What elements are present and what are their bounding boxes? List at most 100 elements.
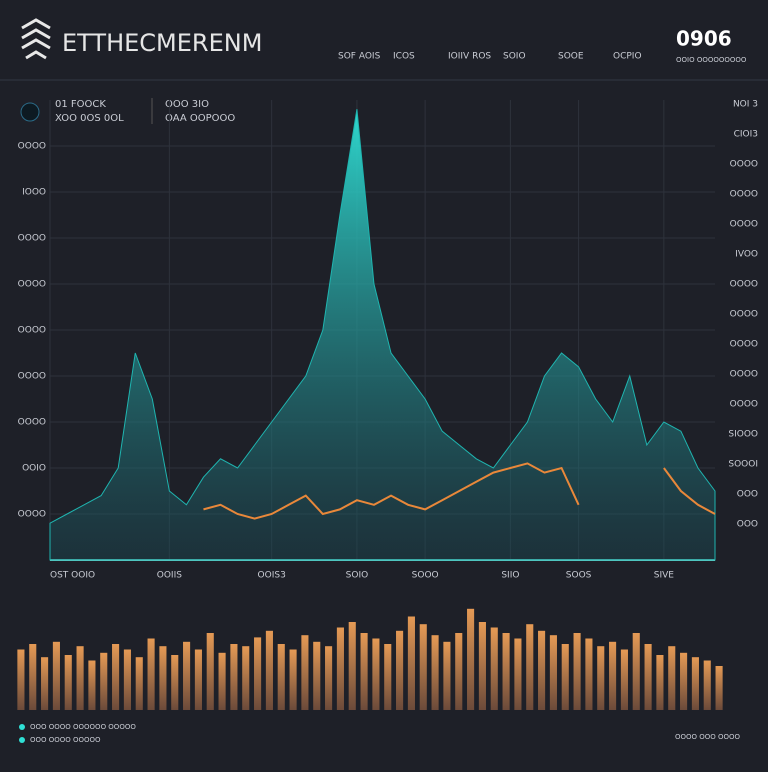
- bar: [372, 638, 380, 710]
- y-tick-label: OOOO: [18, 142, 46, 152]
- bar: [632, 633, 640, 710]
- y-tick-label: IOOO: [22, 188, 46, 198]
- bar: [277, 644, 285, 710]
- bar: [585, 638, 593, 710]
- bar: [230, 644, 238, 710]
- y-tick-label: OOOO: [18, 234, 46, 244]
- coin-icon: [20, 102, 40, 122]
- bar: [609, 641, 617, 710]
- side-panel: NOI 3CIOI3OOOOOOOOOOOOIVOOOOOOOOOOOOOOOO…: [728, 100, 758, 530]
- bar: [76, 646, 84, 710]
- area: [49, 109, 716, 561]
- x-tick-label: SOOS: [566, 571, 592, 581]
- y-tick-label: OOOO: [18, 510, 46, 520]
- title: ETTHECMERENM: [62, 29, 262, 57]
- bar: [656, 655, 664, 710]
- bar: [396, 630, 404, 710]
- x-tick-label: SOOO: [412, 571, 439, 581]
- bar: [112, 644, 120, 710]
- side-label: SOOOI: [728, 460, 758, 470]
- bar: [360, 633, 368, 710]
- ticker-text: OAA OOPOOO: [165, 113, 235, 124]
- bar: [407, 616, 415, 710]
- nav-item: IOIIV ROS: [448, 52, 491, 62]
- bar: [384, 644, 392, 710]
- bar: [123, 649, 131, 710]
- price-chart: OOOO OOIO OOOO OOOO OOOO OOOO OOOO IOOO OOOO OST …: [18, 100, 716, 581]
- bar: [443, 641, 451, 710]
- legend-text: OOO OOOO OOOOO: [30, 736, 101, 744]
- y-tick-label: OOOO: [18, 372, 46, 382]
- bar: [218, 652, 226, 710]
- logo: [21, 18, 51, 60]
- badge: 0906: [676, 27, 732, 51]
- line: [203, 462, 716, 520]
- ticker-text: OOO 3IO: [165, 99, 209, 110]
- bar: [265, 630, 273, 710]
- nav: SOF AOIS ICOS IOIIV ROS SOIO SOOE OCPIO: [338, 52, 642, 62]
- bar: [703, 660, 711, 710]
- x-tick-label: SOIO: [346, 571, 369, 581]
- side-label: NOI 3: [733, 100, 758, 110]
- y-tick-label: OOIO: [22, 464, 46, 474]
- nav-item: ICOS: [393, 52, 415, 62]
- side-label: OOOO: [730, 310, 758, 320]
- bar: [325, 646, 333, 710]
- volume-chart: [17, 608, 723, 710]
- side-label: OOOO: [730, 160, 758, 170]
- bar: [64, 655, 72, 710]
- bar: [490, 627, 498, 710]
- bar: [171, 655, 179, 710]
- bar: [100, 652, 108, 710]
- bar: [242, 646, 250, 710]
- nav-item: OCPIO: [613, 52, 642, 62]
- footer-text: OOOO OOO OOOO: [675, 733, 741, 741]
- bar: [419, 624, 427, 710]
- bar: [467, 608, 475, 710]
- side-label: OOO: [737, 490, 758, 500]
- bar: [183, 641, 191, 710]
- legend-text: OOO OOOO OOOOOO OOOOO: [30, 723, 136, 731]
- badge-sub: OOIO OOOOOOOOO: [676, 56, 747, 64]
- bar: [159, 646, 167, 710]
- side-label: OOOO: [730, 280, 758, 290]
- x-tick-label: SIVE: [654, 571, 675, 581]
- side-label: OOO: [737, 520, 758, 530]
- bar: [561, 644, 569, 710]
- bar: [502, 633, 510, 710]
- x-tick-label: OST OOIO: [50, 571, 95, 581]
- nav-item: SOOE: [558, 52, 584, 62]
- bar: [41, 657, 49, 710]
- bar: [206, 633, 214, 710]
- side-label: OOOO: [730, 340, 758, 350]
- y-tick-label: OOOO: [18, 418, 46, 428]
- bar: [348, 622, 356, 710]
- y-tick-label: OOOO: [18, 326, 46, 336]
- x-tick-label: SIIO: [501, 571, 519, 581]
- bar: [88, 660, 96, 710]
- side-label: SIOOO: [728, 430, 758, 440]
- bar: [135, 657, 143, 710]
- bar: [597, 646, 605, 710]
- bar: [289, 649, 297, 710]
- bar: [147, 638, 155, 710]
- side-label: CIOI3: [734, 130, 758, 140]
- bar: [29, 644, 37, 710]
- bar: [668, 646, 676, 710]
- legend-dot: [19, 737, 25, 743]
- x-tick-label: OOIS3: [258, 571, 286, 581]
- bar: [194, 649, 202, 710]
- y-tick-label: OOOO: [18, 280, 46, 290]
- bar: [17, 649, 25, 710]
- ticker-text: 01 FOOCK: [55, 99, 106, 110]
- bar: [455, 633, 463, 710]
- bar: [336, 627, 344, 710]
- side-label: OOOO: [730, 370, 758, 380]
- side-label: OOOO: [730, 190, 758, 200]
- legend-dot: [19, 724, 25, 730]
- bar: [52, 641, 60, 710]
- ticker-text: XOO 0OS 0OL: [55, 113, 124, 124]
- bar: [431, 635, 439, 710]
